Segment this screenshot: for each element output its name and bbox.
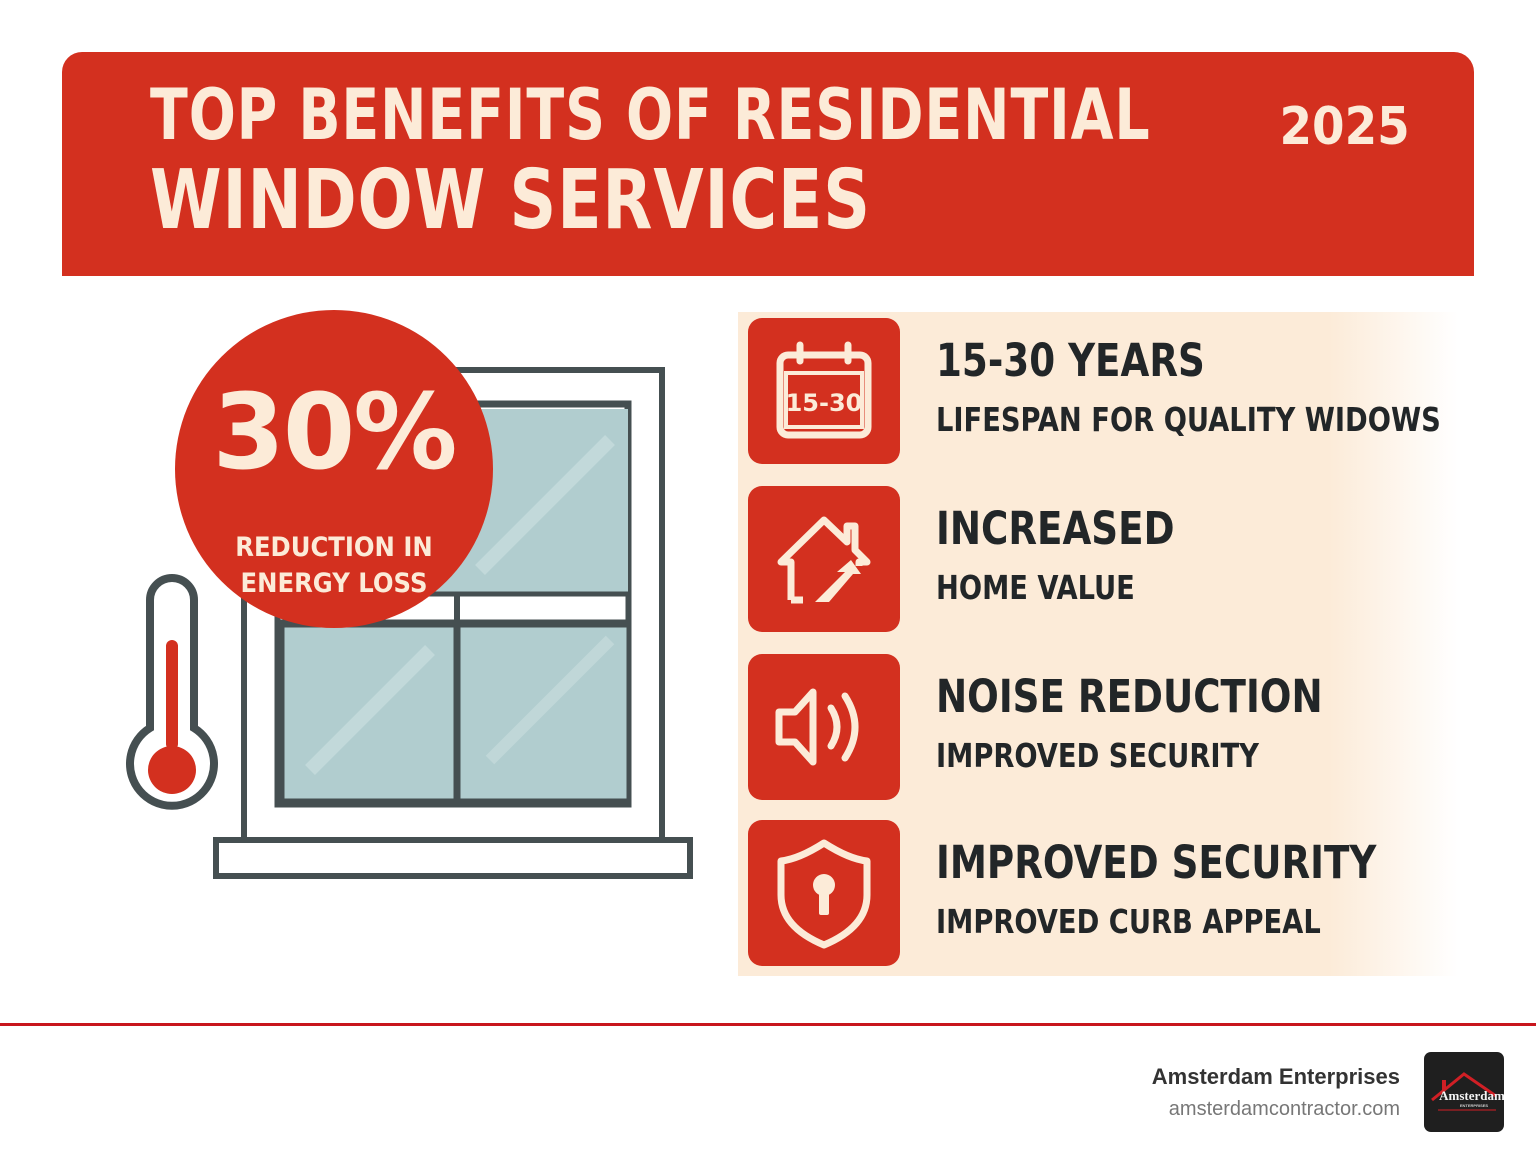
benefit-title: INCREASED xyxy=(936,502,1175,555)
window-illustration: 30% REDUCTION IN ENERGY LOSS xyxy=(110,300,730,940)
badge-caption: REDUCTION IN ENERGY LOSS xyxy=(191,530,477,602)
title-line-2: WINDOW SERVICES xyxy=(150,153,871,248)
header-banner: TOP BENEFITS OF RESIDENTIAL WINDOW SERVI… xyxy=(62,52,1474,276)
benefit-home-value: INCREASED HOME VALUE xyxy=(748,486,1438,632)
thermometer-icon xyxy=(126,574,218,810)
company-website[interactable]: amsterdamcontractor.com xyxy=(1168,1098,1400,1120)
benefit-subtitle: LIFESPAN FOR QUALITY WIDOWS xyxy=(936,400,1441,439)
benefit-noise-reduction: NOISE REDUCTION IMPROVED SECURITY xyxy=(748,654,1438,800)
benefit-title: 15-30 YEARS xyxy=(936,334,1205,387)
badge-value: 30% xyxy=(212,371,458,493)
benefit-lifespan: 15-30 15-30 YEARS LIFESPAN FOR QUALITY W… xyxy=(748,318,1441,464)
company-info: Amsterdam Enterprises amsterdamcontracto… xyxy=(1152,1064,1400,1121)
svg-text:ENTERPRISES: ENTERPRISES xyxy=(1460,1103,1489,1108)
benefits-list: 15-30 15-30 YEARS LIFESPAN FOR QUALITY W… xyxy=(738,312,1458,976)
page-title: TOP BENEFITS OF RESIDENTIAL WINDOW SERVI… xyxy=(150,80,1287,242)
svg-text:15-30: 15-30 xyxy=(786,389,863,417)
speaker-icon xyxy=(748,654,900,800)
house-arrow-icon xyxy=(748,486,900,632)
year-label: 2025 xyxy=(1279,97,1410,157)
benefit-title: NOISE REDUCTION xyxy=(936,670,1323,723)
title-line-1: TOP BENEFITS OF RESIDENTIAL xyxy=(150,74,1151,156)
shield-keyhole-icon xyxy=(748,820,900,966)
benefit-subtitle: HOME VALUE xyxy=(936,568,1135,607)
energy-badge: 30% REDUCTION IN ENERGY LOSS xyxy=(175,310,493,628)
company-logo: Amsterdam ENTERPRISES xyxy=(1424,1052,1504,1132)
benefit-title: IMPROVED SECURITY xyxy=(936,836,1377,889)
badge-caption-line-1: REDUCTION IN xyxy=(235,532,433,563)
benefit-subtitle: IMPROVED CURB APPEAL xyxy=(936,902,1321,941)
calendar-icon: 15-30 xyxy=(748,318,900,464)
badge-caption-line-2: ENERGY LOSS xyxy=(240,568,428,599)
benefit-security: IMPROVED SECURITY IMPROVED CURB APPEAL xyxy=(748,820,1438,966)
svg-text:Amsterdam: Amsterdam xyxy=(1439,1088,1504,1103)
company-name: Amsterdam Enterprises xyxy=(1151,1064,1400,1089)
benefit-subtitle: IMPROVED SECURITY xyxy=(936,736,1259,775)
footer-divider xyxy=(0,1023,1536,1026)
